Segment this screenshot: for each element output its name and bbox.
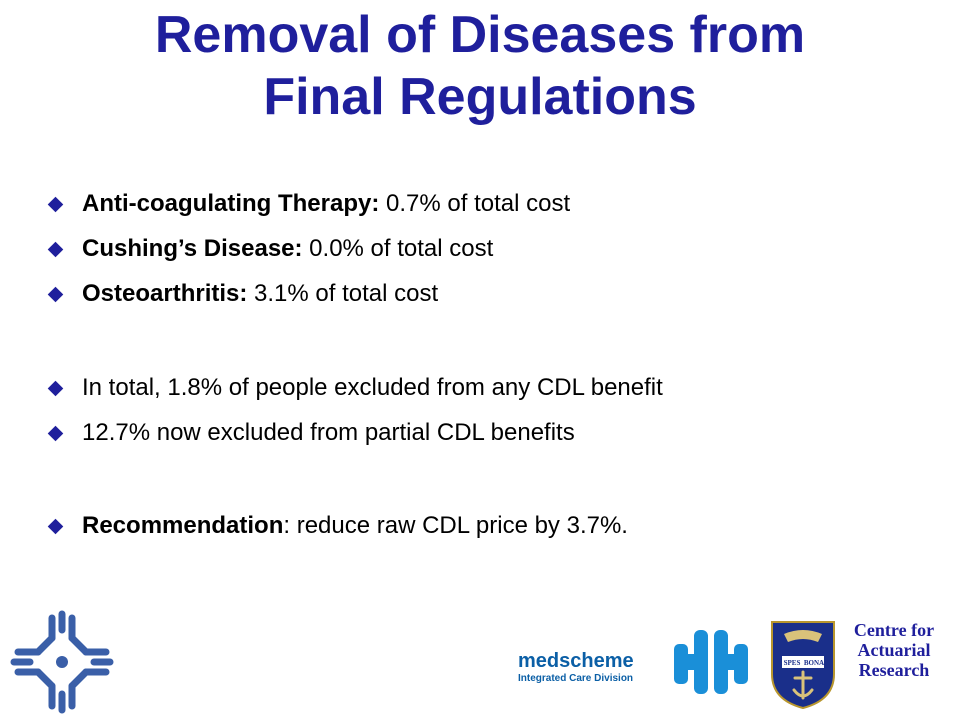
car-line-3: Research: [858, 660, 930, 680]
slide-title: Removal of Diseases from Final Regulatio…: [0, 4, 960, 128]
bullet-item: Recommendation : reduce raw CDL price by…: [44, 506, 628, 546]
medscheme-name: medscheme: [518, 650, 634, 672]
bullet-item: 12.7% now excluded from partial CDL bene…: [44, 413, 575, 453]
bullet-text: : reduce raw CDL price by 3.7%.: [283, 512, 628, 539]
medscheme-subtitle: Integrated Care Division: [518, 673, 634, 684]
diamond-bullet-icon: [47, 518, 64, 534]
bullet-bold-text: Cushing’s Disease:: [82, 235, 303, 262]
bullet-bold-text: Osteoarthritis:: [82, 280, 248, 307]
bullet-item: Anti-coagulating Therapy: 0.7% of total …: [44, 184, 570, 224]
bullet-text: 0.0% of total cost: [302, 235, 494, 262]
bullet-text: 3.1% of total cost: [247, 280, 439, 307]
bullet-item: In total, 1.8% of people excluded from a…: [44, 368, 663, 408]
bullet-text: 0.7% of total cost: [379, 190, 571, 217]
cross-emblem-logo: [10, 610, 114, 714]
title-line-2: Final Regulations: [263, 68, 697, 126]
bullet-text: In total, 1.8% of people excluded from a…: [82, 374, 663, 401]
title-line-1: Removal of Diseases from: [154, 6, 806, 64]
diamond-bullet-icon: [47, 380, 64, 396]
university-crest-logo: SPES BONA: [771, 621, 835, 710]
diamond-bullet-icon: [47, 196, 64, 212]
bullet-bold-text: Recommendation: [82, 512, 284, 539]
diamond-bullet-icon: [47, 241, 64, 257]
bullet-bold-text: Anti-coagulating Therapy:: [82, 190, 380, 217]
diamond-bullet-icon: [47, 286, 64, 302]
car-line-2: Actuarial: [857, 640, 931, 660]
medscheme-logo: medscheme Integrated Care Division: [518, 650, 658, 686]
bullet-item: Osteoarthritis: 3.1% of total cost: [44, 274, 438, 314]
medscheme-mark-icon: [674, 630, 748, 694]
crest-motto-left: SPES: [784, 659, 801, 667]
car-line-1: Centre for: [853, 620, 935, 640]
bullet-item: Cushing’s Disease: 0.0% of total cost: [44, 229, 493, 269]
bullet-text: 12.7% now excluded from partial CDL bene…: [82, 419, 575, 446]
crest-motto-right: BONA: [804, 659, 824, 667]
car-text-logo: Centre for Actuarial Research: [838, 620, 950, 680]
diamond-bullet-icon: [47, 425, 64, 441]
